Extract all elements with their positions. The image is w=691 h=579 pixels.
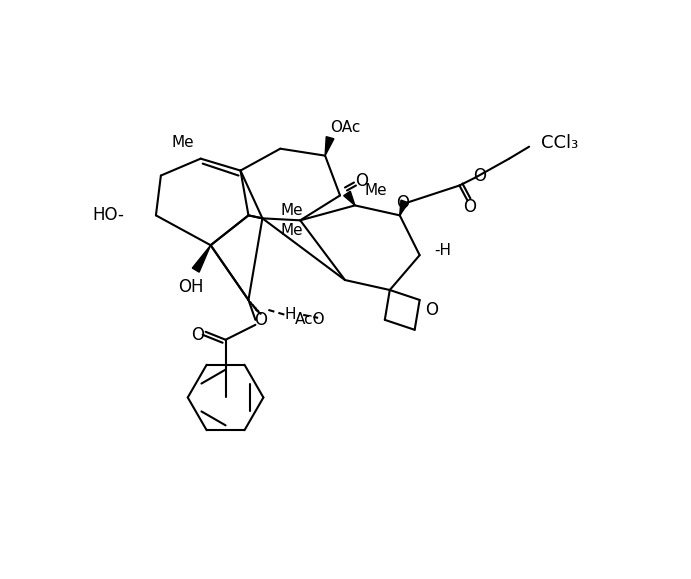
Polygon shape: [192, 245, 211, 272]
Text: Me: Me: [281, 203, 303, 218]
Text: CCl₃: CCl₃: [541, 134, 578, 152]
Text: HO-: HO-: [92, 206, 124, 224]
Polygon shape: [399, 200, 408, 215]
Polygon shape: [343, 191, 355, 206]
Polygon shape: [325, 137, 334, 156]
Text: OH: OH: [178, 278, 203, 296]
Text: Me: Me: [281, 223, 303, 238]
Text: Me: Me: [365, 183, 388, 198]
Text: -H: -H: [435, 243, 452, 258]
Text: O: O: [425, 301, 438, 319]
Text: H: H: [285, 307, 296, 323]
Text: Me: Me: [171, 135, 194, 150]
Text: AcO: AcO: [295, 312, 325, 327]
Text: OAc: OAc: [330, 120, 361, 135]
Text: O: O: [463, 199, 476, 217]
Text: O: O: [254, 311, 267, 329]
Text: O: O: [396, 195, 409, 212]
Text: O: O: [355, 171, 368, 189]
Text: O: O: [473, 167, 486, 185]
Text: O: O: [191, 326, 205, 344]
